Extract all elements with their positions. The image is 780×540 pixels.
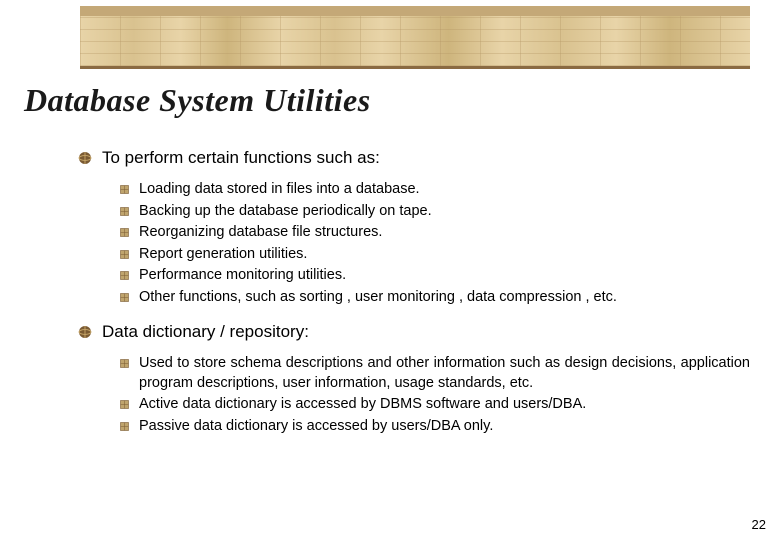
- list-item-text: Report generation utilities.: [139, 245, 307, 265]
- square-bullet-icon: [120, 185, 129, 194]
- list-item: Loading data stored in files into a data…: [120, 180, 750, 200]
- sub-list: Used to store schema descriptions and ot…: [120, 354, 750, 436]
- list-item: Performance monitoring utilities.: [120, 266, 750, 286]
- list-item: Backing up the database periodically on …: [120, 202, 750, 222]
- list-item-text: Loading data stored in files into a data…: [139, 180, 420, 200]
- list-item: Reorganizing database file structures.: [120, 223, 750, 243]
- list-item-text: Performance monitoring utilities.: [139, 266, 346, 286]
- section-heading: Data dictionary / repository:: [78, 321, 750, 344]
- square-bullet-icon: [120, 228, 129, 237]
- list-item: Passive data dictionary is accessed by u…: [120, 417, 750, 437]
- square-bullet-icon: [120, 250, 129, 259]
- square-bullet-icon: [120, 422, 129, 431]
- list-item-text: Active data dictionary is accessed by DB…: [139, 395, 586, 415]
- list-item-text: Other functions, such as sorting , user …: [139, 288, 617, 308]
- list-item: Active data dictionary is accessed by DB…: [120, 395, 750, 415]
- sub-list: Loading data stored in files into a data…: [120, 180, 750, 307]
- list-item-text: Used to store schema descriptions and ot…: [139, 354, 750, 393]
- page-number: 22: [752, 517, 766, 532]
- slide-content: To perform certain functions such as: Lo…: [78, 147, 750, 437]
- square-bullet-icon: [120, 400, 129, 409]
- list-item: Report generation utilities.: [120, 245, 750, 265]
- list-item: Other functions, such as sorting , user …: [120, 288, 750, 308]
- section-heading-text: Data dictionary / repository:: [102, 321, 309, 344]
- banner-top-shadow: [80, 6, 750, 16]
- slide-title: Database System Utilities: [24, 82, 780, 119]
- globe-bullet-icon: [78, 325, 92, 339]
- banner-world-map: [80, 16, 750, 66]
- banner-grid-overlay: [80, 16, 750, 66]
- banner-underline: [80, 66, 750, 69]
- square-bullet-icon: [120, 271, 129, 280]
- globe-bullet-icon: [78, 151, 92, 165]
- square-bullet-icon: [120, 293, 129, 302]
- list-item-text: Reorganizing database file structures.: [139, 223, 382, 243]
- header-banner: [0, 0, 780, 70]
- list-item: Used to store schema descriptions and ot…: [120, 354, 750, 393]
- section-heading-text: To perform certain functions such as:: [102, 147, 380, 170]
- section-heading: To perform certain functions such as:: [78, 147, 750, 170]
- list-item-text: Backing up the database periodically on …: [139, 202, 432, 222]
- list-item-text: Passive data dictionary is accessed by u…: [139, 417, 493, 437]
- square-bullet-icon: [120, 359, 129, 368]
- square-bullet-icon: [120, 207, 129, 216]
